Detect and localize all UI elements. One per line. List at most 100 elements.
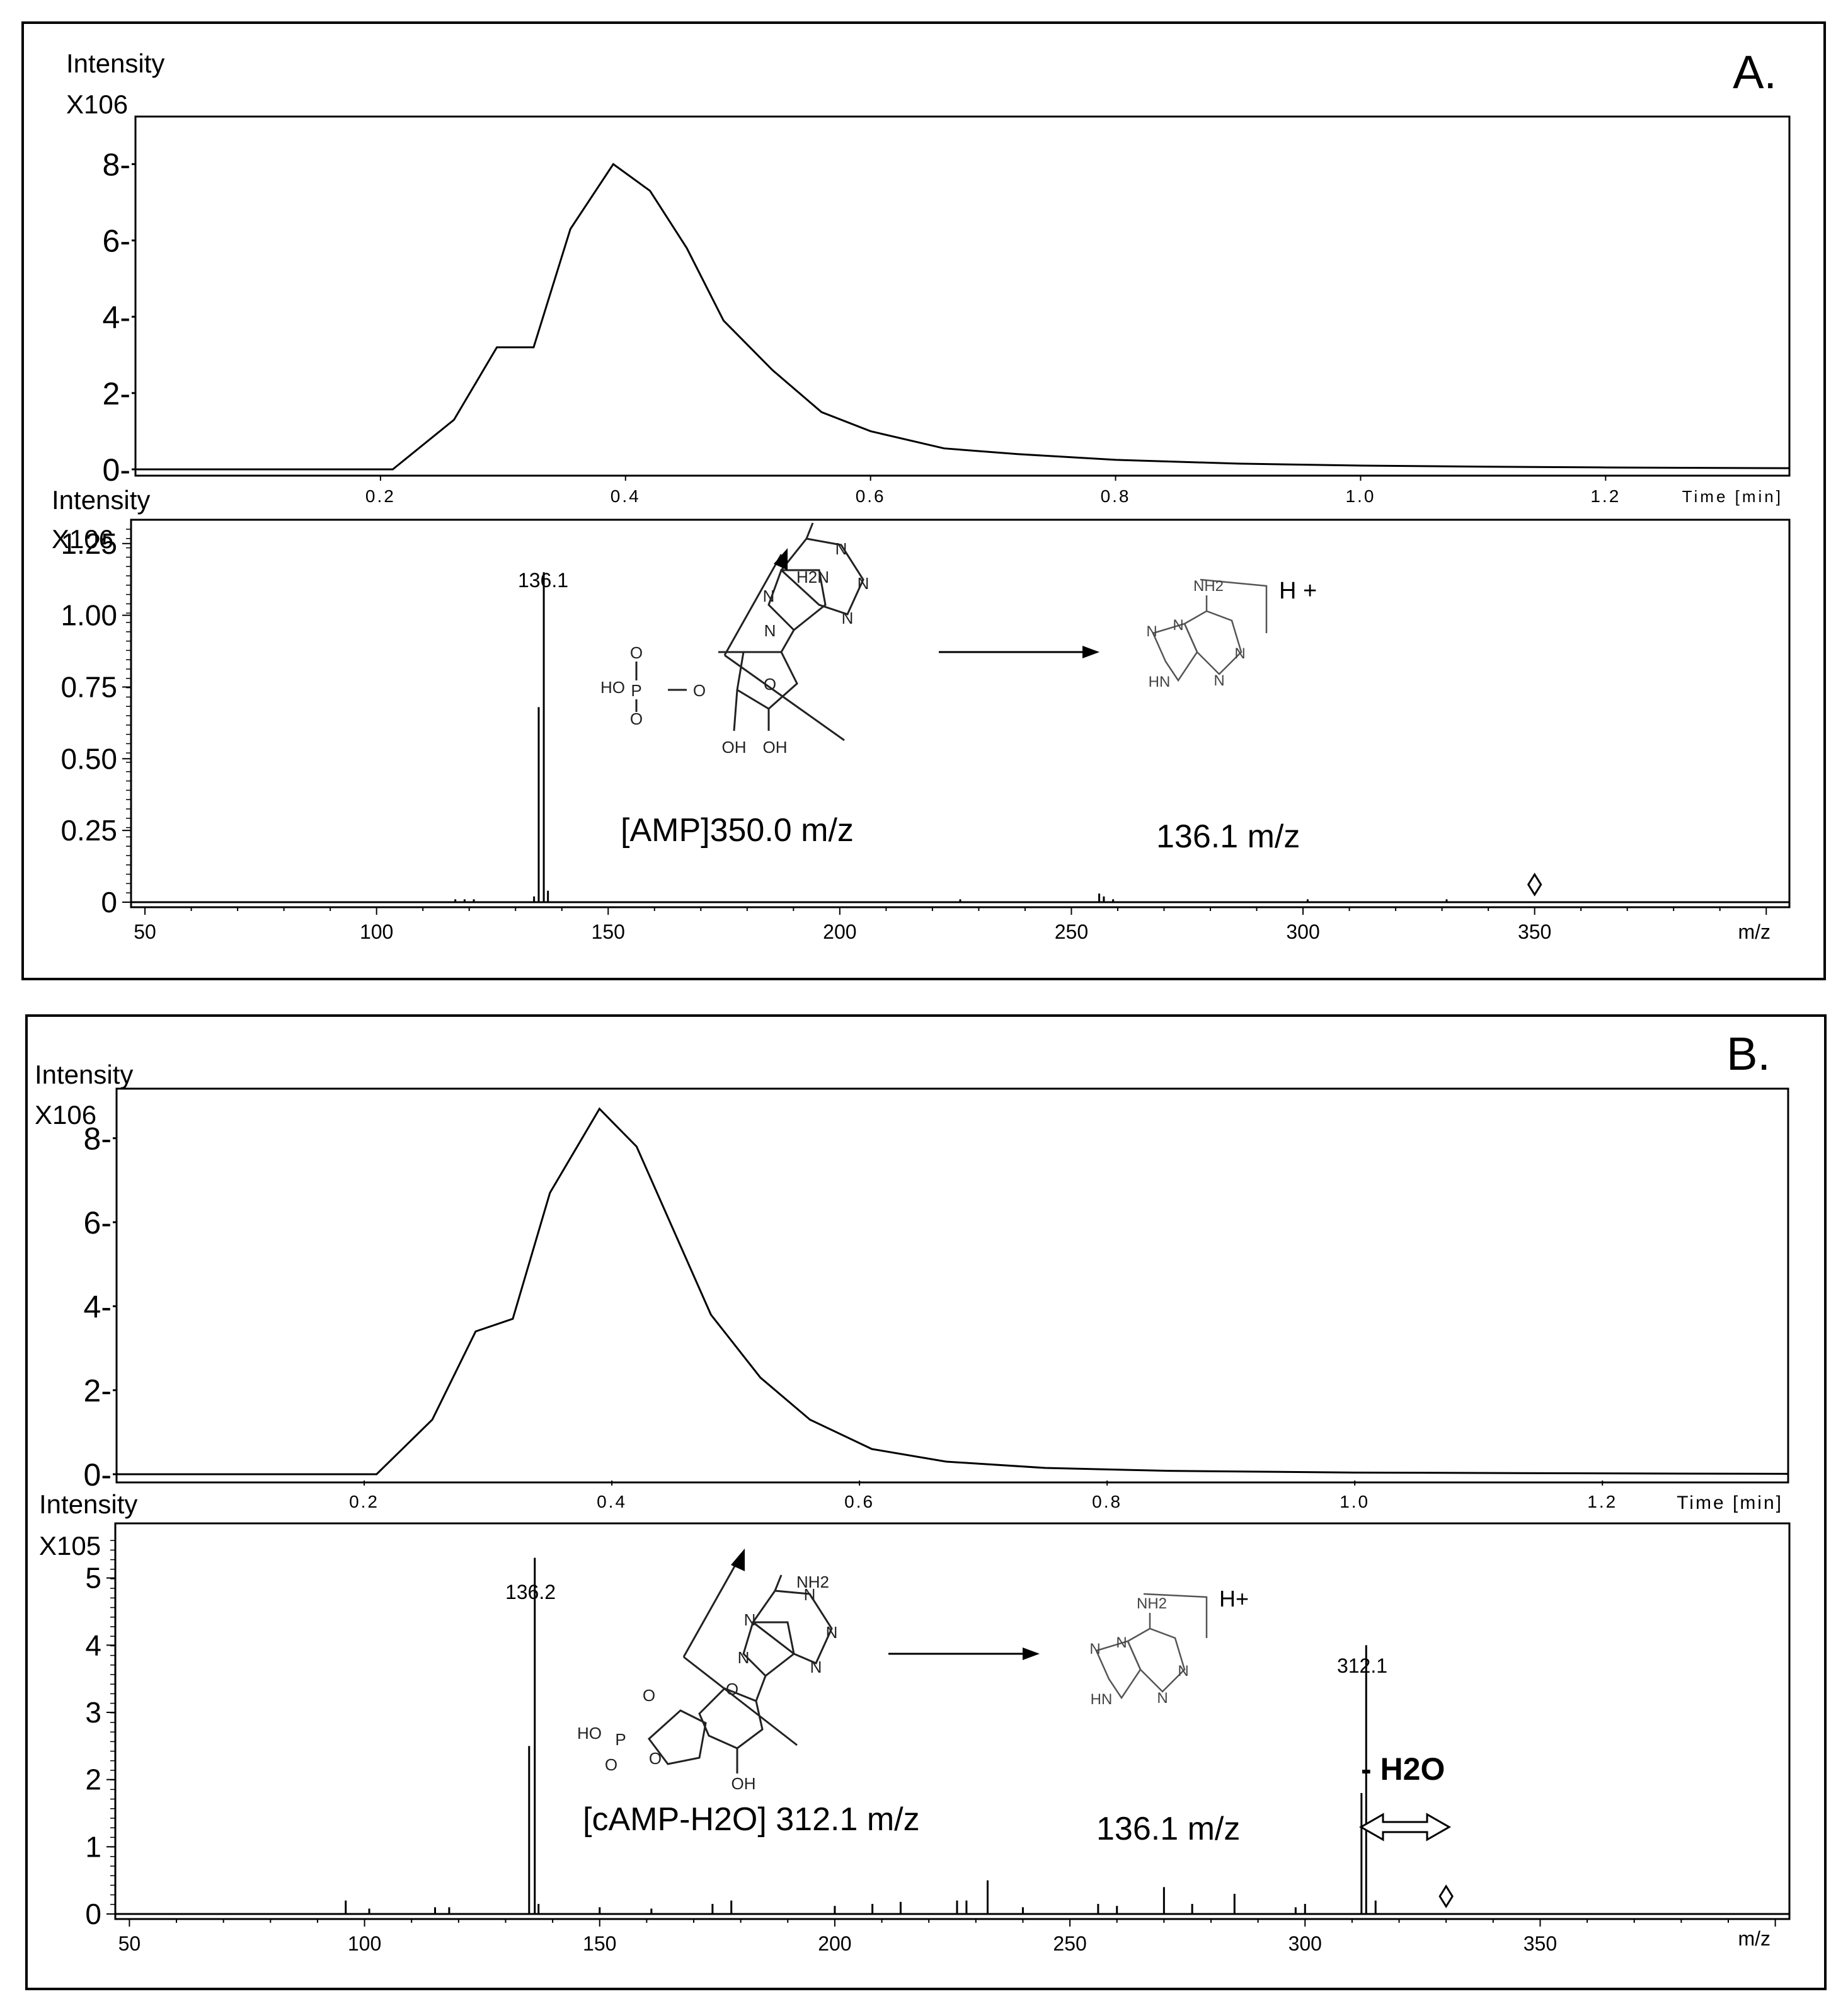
- panel-a-frame: [21, 21, 1826, 980]
- chrom-a-xlabel: Time [min]: [1682, 487, 1783, 506]
- svg-text:N: N: [835, 539, 847, 558]
- amp-arrow-head-icon: [774, 548, 788, 570]
- spec-a-xlabel: m/z: [1738, 920, 1771, 943]
- svg-text:O: O: [630, 709, 643, 728]
- spec-a-plot-area: [130, 519, 1791, 908]
- svg-text:N: N: [842, 609, 854, 627]
- y-tick-label: 1.00: [60, 599, 117, 632]
- y-tick-label: 2: [85, 1763, 101, 1796]
- camp-arrow-head-icon: [731, 1549, 745, 1571]
- camp-structure: [647, 1556, 833, 1773]
- double-arrow-icon: [1358, 1813, 1452, 1842]
- chrom-b-ylabel: Intensity: [35, 1060, 133, 1089]
- svg-text:N: N: [763, 587, 775, 605]
- svg-text:O: O: [630, 643, 643, 662]
- chrom-b-trace: [117, 1107, 1789, 1475]
- camp-product-caption: 136.1 m/z: [1096, 1811, 1240, 1847]
- chrom-a-scale: X106: [66, 89, 128, 119]
- svg-text:N: N: [858, 574, 869, 593]
- x-tick-label: 250: [1053, 1932, 1086, 1955]
- amp-reaction-arrow-head-icon: [1082, 646, 1099, 658]
- x-tick-label: 1.2: [1587, 1492, 1617, 1511]
- chrom-a-trace: [135, 163, 1790, 471]
- spec-b-peak-label-3121: 312.1: [1337, 1654, 1387, 1677]
- svg-text:P: P: [631, 681, 641, 700]
- spec-b-peaks: [115, 1557, 1789, 1915]
- y-tick-label: 0: [85, 1898, 101, 1930]
- svg-text:HN: HN: [1091, 1691, 1113, 1708]
- x-tick-label: 0.4: [611, 486, 641, 506]
- precursor-diamond-icon: [1527, 873, 1542, 897]
- spec-b-ylabel: Intensity: [39, 1489, 137, 1519]
- amp-atoms: HO P O O O O OH OH N N N N N H2N: [600, 539, 869, 757]
- x-tick-label: 0.4: [597, 1492, 627, 1511]
- amp-product-caption: 136.1 m/z: [1156, 818, 1300, 855]
- svg-text:N: N: [810, 1658, 822, 1676]
- svg-text:OH: OH: [722, 738, 747, 757]
- svg-text:N: N: [744, 1610, 756, 1629]
- spec-a-peaks: [131, 572, 1789, 903]
- svg-text:N: N: [1146, 623, 1157, 640]
- x-tick-label: 350: [1518, 920, 1551, 943]
- y-tick-label: 0: [101, 886, 117, 919]
- adenine-b-charge: H+: [1219, 1586, 1249, 1612]
- spec-a-ylabel: Intensity: [52, 485, 150, 515]
- chrom-b-plot-area: [115, 1087, 1789, 1484]
- spec-a-x-axis: 50 100 150 200 250 300 350: [134, 907, 1767, 943]
- water-loss-label: - H2O: [1361, 1751, 1445, 1787]
- camp-atoms: HO P O O O O OH N N N N N NH2: [577, 1573, 837, 1793]
- svg-text:HN: HN: [1149, 673, 1171, 690]
- x-tick-label: 50: [134, 920, 156, 943]
- y-tick-label: 0-: [103, 452, 130, 488]
- x-tick-label: 0.8: [1092, 1492, 1122, 1511]
- x-tick-label: 0.2: [365, 486, 396, 506]
- svg-text:P: P: [615, 1730, 626, 1749]
- spec-b-x-axis: 50 100 150 200 250 300 350: [118, 1919, 1776, 1955]
- y-tick-label: 0.50: [60, 742, 117, 775]
- y-tick-label: 0.75: [60, 670, 117, 703]
- x-tick-label: 150: [583, 1932, 616, 1955]
- adenine-a-charge: H +: [1279, 578, 1317, 604]
- y-tick-label: 2-: [84, 1373, 112, 1409]
- svg-text:NH2: NH2: [1137, 1595, 1167, 1612]
- y-tick-label: 4: [85, 1629, 101, 1661]
- svg-text:OH: OH: [763, 738, 788, 757]
- svg-text:H2N: H2N: [796, 568, 829, 587]
- svg-text:N: N: [826, 1623, 838, 1642]
- x-tick-label: 350: [1524, 1932, 1557, 1955]
- y-tick-label: 3: [85, 1696, 101, 1729]
- adenine-b-atoms: NH2 N N N HN N: [1089, 1595, 1188, 1708]
- y-tick-label: 2-: [103, 376, 130, 411]
- y-tick-label: 0-: [84, 1457, 112, 1492]
- chrom-b-x-axis: 0.2 0.4 0.6 0.8 1.0 1.2: [349, 1481, 1617, 1511]
- svg-text:NH2: NH2: [796, 1573, 829, 1591]
- x-tick-label: 200: [818, 1932, 851, 1955]
- svg-text:N: N: [1214, 672, 1224, 689]
- x-tick-label: 0.2: [349, 1492, 379, 1511]
- y-tick-label: 0.25: [60, 814, 117, 847]
- camp-precursor-caption: [cAMP-H2O] 312.1 m/z: [583, 1801, 920, 1838]
- amp-structure: [635, 522, 864, 742]
- svg-text:O: O: [693, 681, 706, 700]
- x-tick-label: 1.2: [1590, 486, 1621, 506]
- svg-text:N: N: [1116, 1634, 1127, 1651]
- spec-a-peak-label: 136.1: [518, 569, 568, 592]
- x-tick-label: 0.6: [844, 1492, 875, 1511]
- svg-text:O: O: [643, 1686, 655, 1705]
- svg-text:N: N: [804, 1585, 816, 1604]
- y-tick-label: 1.25: [60, 527, 117, 560]
- adenine-b-structure: [1095, 1593, 1208, 1700]
- svg-text:O: O: [649, 1749, 662, 1768]
- y-tick-label: 6-: [84, 1205, 112, 1240]
- adenine-a-atoms: NH2 N N N HN N: [1146, 578, 1245, 690]
- svg-text:O: O: [605, 1755, 617, 1774]
- x-tick-label: 100: [360, 920, 393, 943]
- chrom-b-xlabel: Time [min]: [1677, 1492, 1783, 1513]
- x-tick-label: 200: [823, 920, 856, 943]
- panel-a-label: A.: [1733, 46, 1777, 98]
- x-tick-label: 250: [1055, 920, 1088, 943]
- chrom-a-ylabel: Intensity: [66, 49, 164, 78]
- svg-text:OH: OH: [732, 1774, 756, 1793]
- x-tick-label: 50: [118, 1932, 141, 1955]
- x-tick-label: 0.8: [1101, 486, 1131, 506]
